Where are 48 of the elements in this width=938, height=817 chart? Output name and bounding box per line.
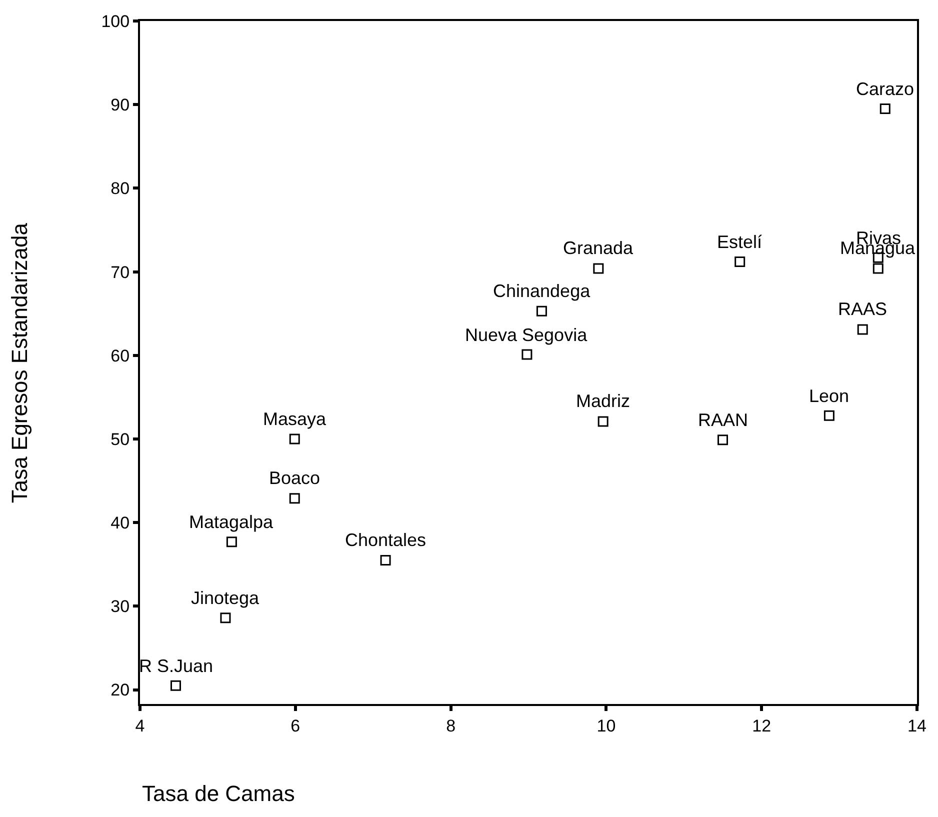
point xyxy=(226,536,237,548)
y-tick-label: 50 xyxy=(110,430,130,449)
x-tick-label: 6 xyxy=(290,716,300,736)
point xyxy=(824,410,834,421)
y-tick-label: 40 xyxy=(110,514,130,533)
point xyxy=(718,434,728,446)
point xyxy=(857,324,868,335)
point xyxy=(522,349,532,360)
point xyxy=(289,434,300,444)
annotation: Estelí xyxy=(717,232,762,252)
x-tick-label: 10 xyxy=(596,716,616,736)
annotation: RAAN xyxy=(698,410,748,430)
annotation: Nueva Segovia xyxy=(465,325,588,345)
point xyxy=(598,416,608,427)
annotation: Boaco xyxy=(269,468,320,488)
y-tick-label: 90 xyxy=(110,96,130,115)
annotation: R S.Juan xyxy=(139,656,214,676)
y-tick-label: 100 xyxy=(101,12,130,31)
x-tick-label: 8 xyxy=(446,716,456,736)
annotation: Madriz xyxy=(576,391,630,411)
point xyxy=(170,680,181,691)
annotation: Jinotega xyxy=(191,588,260,608)
x-axis-title: Tasa de Camas xyxy=(142,781,295,806)
x-tick-label: 4 xyxy=(135,716,145,736)
annotation: Chinandega xyxy=(493,281,592,301)
point xyxy=(734,256,746,268)
annotation: Masaya xyxy=(263,409,328,429)
x-tick-label: 14 xyxy=(908,716,926,736)
y-tick-label: 30 xyxy=(110,597,130,616)
point xyxy=(880,104,890,114)
y-tick-label: 80 xyxy=(110,179,130,198)
annotation: Leon xyxy=(809,386,850,406)
annotation: Chontales xyxy=(345,530,426,550)
y-tick-label: 70 xyxy=(110,262,130,282)
annotation: RAAS xyxy=(838,299,888,319)
annotation: Granada xyxy=(563,238,634,258)
point xyxy=(872,263,884,274)
point xyxy=(380,554,391,566)
point xyxy=(593,263,604,274)
point xyxy=(289,493,300,504)
point xyxy=(536,306,547,316)
y-axis-title: Tasa Egresos Estandarizada xyxy=(7,222,32,504)
y-tick-label: 20 xyxy=(110,680,130,700)
x-tick-label: 12 xyxy=(752,716,772,736)
annotation: Carazo xyxy=(856,79,914,99)
point xyxy=(220,612,231,624)
annotation: Matagalpa xyxy=(189,512,274,532)
y-tick-label: 60 xyxy=(110,346,130,366)
